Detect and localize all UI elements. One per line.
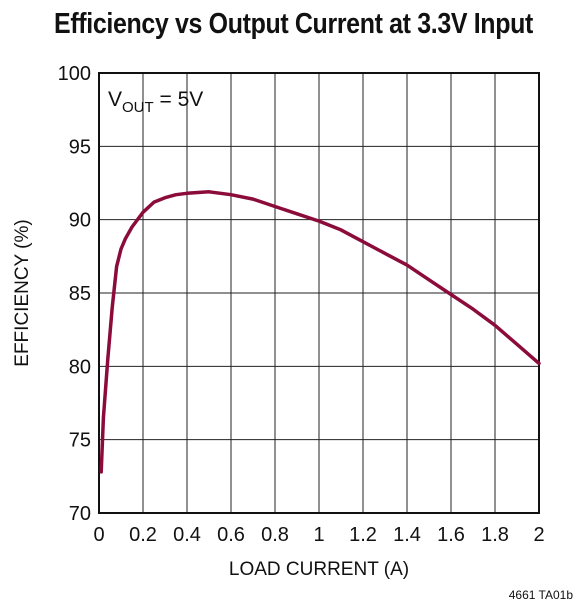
x-axis-label: LOAD CURRENT (A) bbox=[229, 559, 409, 580]
x-tick-label: 1 bbox=[313, 524, 324, 546]
y-tick-label: 70 bbox=[69, 503, 91, 525]
efficiency-series-line bbox=[99, 190, 541, 474]
plot-frame bbox=[98, 72, 540, 514]
x-tick-label: 1.4 bbox=[393, 524, 421, 546]
x-tick-label: 0 bbox=[93, 524, 104, 546]
y-axis-label: EFFICIENCY (%) bbox=[12, 219, 33, 366]
vout-annotation-main: V bbox=[108, 88, 122, 111]
y-tick-label: 85 bbox=[69, 283, 91, 305]
chart-title: Efficiency vs Output Current at 3.3V Inp… bbox=[54, 8, 533, 40]
x-tick-label: 1.8 bbox=[481, 524, 509, 546]
x-tick-labels: 0 0.2 0.4 0.6 0.8 1 1.2 1.4 1.6 1.8 2 bbox=[93, 524, 544, 546]
y-tick-label: 80 bbox=[69, 356, 91, 378]
x-tick-label: 1.2 bbox=[349, 524, 377, 546]
grid-lines bbox=[99, 73, 539, 513]
y-tick-label: 95 bbox=[69, 136, 91, 158]
y-tick-label: 75 bbox=[69, 430, 91, 452]
reference-code: 4661 TA01b bbox=[508, 588, 573, 602]
x-tick-label: 2 bbox=[533, 524, 544, 546]
x-tick-label: 0.4 bbox=[173, 524, 201, 546]
x-tick-label: 0.2 bbox=[129, 524, 157, 546]
y-tick-label: 100 bbox=[58, 63, 91, 85]
y-tick-labels: 70 75 80 85 90 95 100 bbox=[58, 63, 91, 525]
x-tick-label: 0.6 bbox=[217, 524, 245, 546]
x-tick-label: 0.8 bbox=[261, 524, 289, 546]
vout-annotation: VOUT = 5V bbox=[108, 88, 203, 116]
vout-annotation-sub: OUT bbox=[122, 99, 154, 116]
x-tick-label: 1.6 bbox=[437, 524, 465, 546]
vout-annotation-rest: = 5V bbox=[154, 88, 204, 111]
y-tick-label: 90 bbox=[69, 210, 91, 232]
